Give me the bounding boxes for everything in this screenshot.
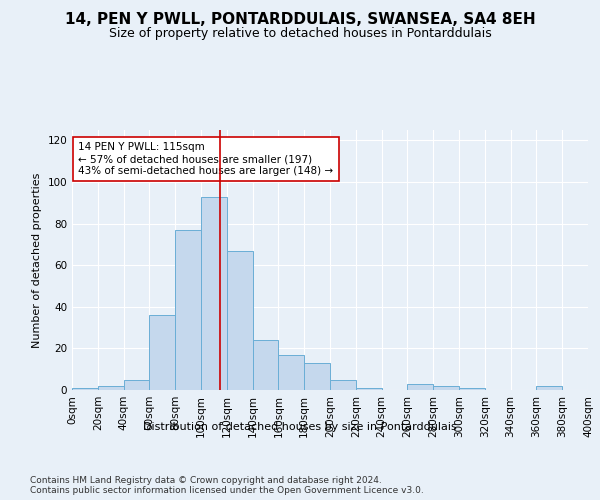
Y-axis label: Number of detached properties: Number of detached properties [32,172,42,348]
Bar [304,363,330,390]
Bar [356,388,382,390]
Text: 14, PEN Y PWLL, PONTARDDULAIS, SWANSEA, SA4 8EH: 14, PEN Y PWLL, PONTARDDULAIS, SWANSEA, … [65,12,535,28]
Bar [407,384,433,390]
Bar [98,386,124,390]
Bar [175,230,201,390]
Text: Size of property relative to detached houses in Pontarddulais: Size of property relative to detached ho… [109,28,491,40]
Bar [278,354,304,390]
Bar [227,250,253,390]
Text: Contains HM Land Registry data © Crown copyright and database right 2024.
Contai: Contains HM Land Registry data © Crown c… [30,476,424,495]
Bar [124,380,149,390]
Bar [149,315,175,390]
Text: 14 PEN Y PWLL: 115sqm
← 57% of detached houses are smaller (197)
43% of semi-det: 14 PEN Y PWLL: 115sqm ← 57% of detached … [79,142,334,176]
Bar [253,340,278,390]
Bar [72,388,98,390]
Bar [459,388,485,390]
Bar [330,380,356,390]
Bar [536,386,562,390]
Bar [201,196,227,390]
Bar [433,386,459,390]
Text: Distribution of detached houses by size in Pontarddulais: Distribution of detached houses by size … [143,422,457,432]
